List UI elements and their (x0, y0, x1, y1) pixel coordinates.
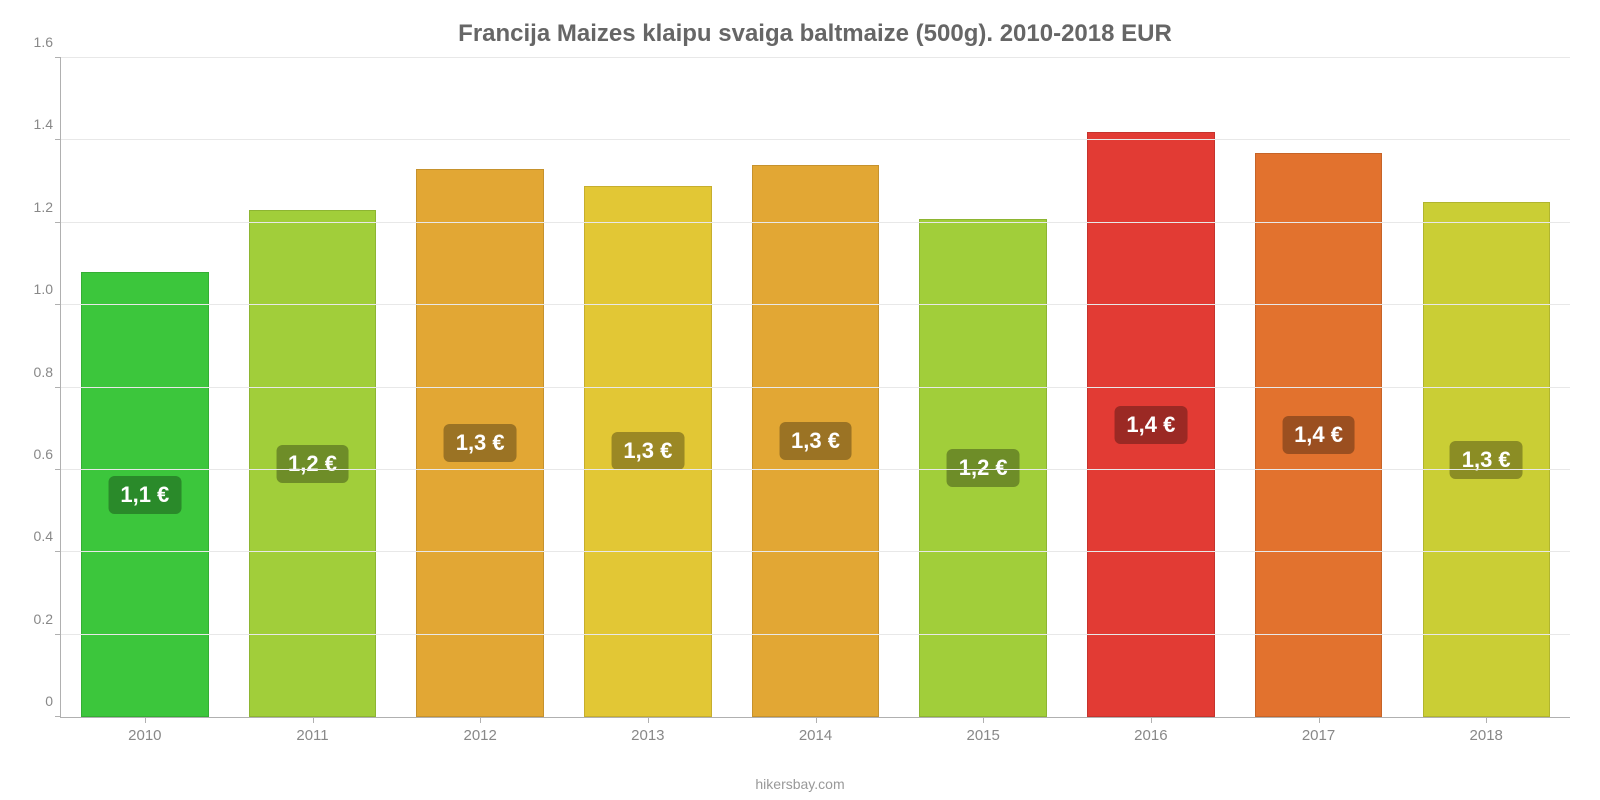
bar-slot: 1,1 €2010 (61, 58, 229, 717)
chart-title: Francija Maizes klaipu svaiga baltmaize … (60, 20, 1570, 48)
x-axis-label: 2013 (631, 717, 664, 744)
y-axis-label: 1.4 (34, 116, 61, 132)
y-tick-mark (55, 634, 61, 635)
bar-slot: 1,2 €2011 (229, 58, 397, 717)
y-axis-label: 1.2 (34, 199, 61, 215)
gridline (61, 304, 1570, 305)
y-axis-label: 0 (45, 693, 61, 709)
y-axis-label: 0.8 (34, 364, 61, 380)
bar-value-label: 1,1 € (108, 476, 181, 514)
bar-2010: 1,1 € (81, 272, 208, 717)
x-axis-label: 2015 (967, 717, 1000, 744)
x-axis-label: 2011 (296, 717, 328, 744)
bar-value-label: 1,3 € (611, 432, 684, 470)
bars-row: 1,1 €20101,2 €20111,3 €20121,3 €20131,3 … (61, 58, 1570, 717)
gridline (61, 634, 1570, 635)
y-tick-mark (55, 304, 61, 305)
gridline (61, 222, 1570, 223)
bar-value-label: 1,3 € (444, 424, 517, 462)
bar-2012: 1,3 € (416, 169, 543, 717)
bar-slot: 1,3 €2018 (1402, 58, 1570, 717)
bar-value-label: 1,3 € (1450, 441, 1523, 479)
y-axis-label: 1.0 (34, 281, 61, 297)
x-axis-label: 2017 (1302, 717, 1335, 744)
y-axis-label: 1.6 (34, 34, 61, 50)
x-axis-label: 2018 (1470, 717, 1503, 744)
x-axis-label: 2012 (463, 717, 496, 744)
plot-area: 1,1 €20101,2 €20111,3 €20121,3 €20131,3 … (60, 58, 1570, 718)
bar-2011: 1,2 € (249, 210, 376, 717)
y-tick-mark (55, 57, 61, 58)
bar-value-label: 1,3 € (779, 422, 852, 460)
bar-value-label: 1,2 € (276, 445, 349, 483)
y-tick-mark (55, 551, 61, 552)
y-tick-mark (55, 387, 61, 388)
y-tick-mark (55, 139, 61, 140)
chart-container: Francija Maizes klaipu svaiga baltmaize … (0, 0, 1600, 800)
gridline (61, 551, 1570, 552)
bar-value-label: 1,2 € (947, 449, 1020, 487)
x-axis-label: 2010 (128, 717, 161, 744)
bar-value-label: 1,4 € (1114, 406, 1187, 444)
bar-slot: 1,3 €2012 (396, 58, 564, 717)
x-axis-label: 2016 (1134, 717, 1167, 744)
y-tick-mark (55, 469, 61, 470)
bar-2015: 1,2 € (919, 219, 1046, 717)
attribution-text: hikersbay.com (755, 776, 844, 792)
y-tick-mark (55, 716, 61, 717)
bar-slot: 1,3 €2014 (732, 58, 900, 717)
gridline (61, 387, 1570, 388)
bar-slot: 1,4 €2017 (1235, 58, 1403, 717)
bar-slot: 1,2 €2015 (899, 58, 1067, 717)
x-axis-label: 2014 (799, 717, 832, 744)
bar-value-label: 1,4 € (1282, 416, 1355, 454)
bar-slot: 1,4 €2016 (1067, 58, 1235, 717)
bar-2018: 1,3 € (1423, 202, 1550, 717)
bar-2016: 1,4 € (1087, 132, 1214, 717)
bar-2013: 1,3 € (584, 186, 711, 717)
y-tick-mark (55, 222, 61, 223)
gridline (61, 139, 1570, 140)
y-axis-label: 0.6 (34, 446, 61, 462)
bar-2017: 1,4 € (1255, 153, 1382, 717)
gridline (61, 469, 1570, 470)
gridline (61, 57, 1570, 58)
y-axis-label: 0.2 (34, 611, 61, 627)
bar-slot: 1,3 €2013 (564, 58, 732, 717)
y-axis-label: 0.4 (34, 528, 61, 544)
